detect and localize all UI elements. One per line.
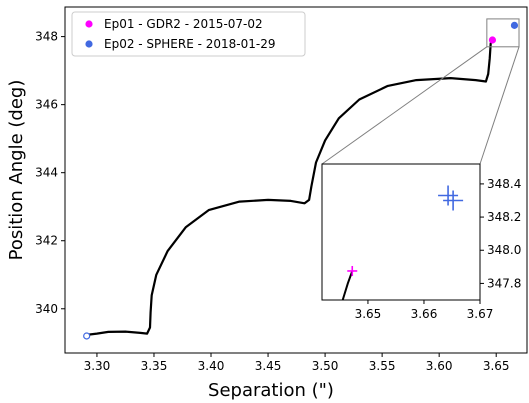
epoch-point-2 — [510, 21, 519, 29]
orbit-track-line — [85, 39, 494, 337]
x-tick-label: 3.65 — [483, 359, 510, 373]
y-tick-label: 342 — [35, 234, 58, 248]
epoch-point-1 — [488, 36, 497, 44]
inset-y-tick-label: 347.8 — [487, 276, 521, 290]
inset-track-line — [341, 270, 354, 301]
x-tick-label: 3.45 — [255, 359, 282, 373]
zoom-region-box — [486, 18, 520, 48]
inset-epoch-cross-1 — [347, 265, 358, 276]
inset-frame — [321, 163, 481, 301]
y-tick-label: 346 — [35, 98, 58, 112]
inset-x-tick-label: 3.65 — [355, 307, 382, 321]
y-tick-label: 348 — [35, 30, 58, 44]
x-tick-label: 3.35 — [141, 359, 168, 373]
inset-x-tick-label: 3.66 — [411, 307, 438, 321]
x-tick-label: 3.50 — [312, 359, 339, 373]
legend-marker-1 — [85, 20, 93, 28]
x-tick-label: 3.30 — [84, 359, 111, 373]
zoom-connector-line — [321, 46, 488, 165]
x-tick-label: 3.40 — [198, 359, 225, 373]
inset-y-tick-label: 348.4 — [487, 177, 521, 191]
legend: Ep01 - GDR2 - 2015-07-02 Ep02 - SPHERE - … — [71, 11, 306, 57]
legend-label-2: Ep02 - SPHERE - 2018-01-29 — [104, 37, 276, 51]
plot-frame — [64, 6, 528, 354]
y-axis-label: Position Angle (deg) — [6, 80, 27, 261]
legend-marker-2 — [85, 40, 93, 48]
x-axis-label: Separation (") — [208, 380, 334, 401]
legend-label-1: Ep01 - GDR2 - 2015-07-02 — [104, 17, 263, 31]
inset-x-tick-label: 3.67 — [467, 307, 494, 321]
legend-box — [71, 11, 306, 57]
x-tick-label: 3.55 — [369, 359, 396, 373]
y-tick-label: 344 — [35, 166, 58, 180]
track-start-marker — [83, 332, 91, 340]
inset-y-tick-label: 348.2 — [487, 210, 521, 224]
y-tick-label: 340 — [35, 302, 58, 316]
inset-epoch-cross-2 — [438, 185, 459, 206]
inset-epoch-cross-3 — [443, 190, 464, 211]
main-plot: 3.30 3.35 3.40 3.45 3.50 3.55 3.60 3.65 340 342 34… — [35, 6, 528, 373]
inset-plot: 3.65 3.66 3.67 347.8 348.0 348.2 348.4 — [321, 46, 521, 321]
x-tick-label: 3.60 — [426, 359, 453, 373]
zoom-connector-line — [479, 46, 520, 165]
inset-y-tick-label: 348.0 — [487, 243, 521, 257]
